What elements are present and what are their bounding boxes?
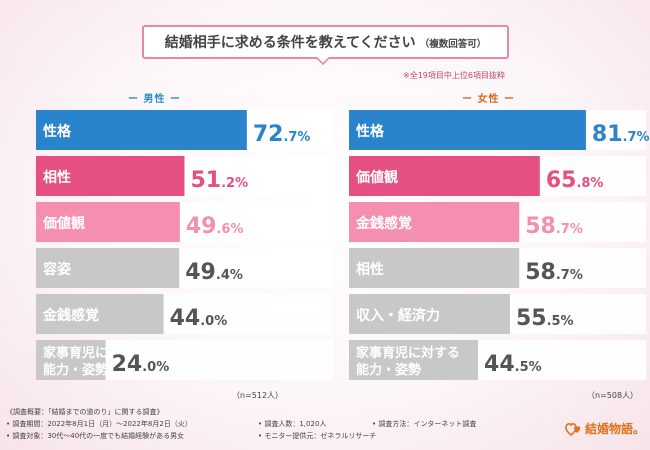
bar-value-label: 81.7% [592, 122, 650, 147]
female-count: （n=508人） [587, 391, 639, 400]
footer-count: • 調査人数：1,020人 [258, 420, 327, 428]
bar-category-label: 家事育児に対する能力・姿勢 [356, 345, 460, 378]
bar-category-label: 性格 [356, 123, 385, 140]
bar-value-label: 65.8% [546, 168, 604, 193]
title-pointer-icon [316, 57, 330, 65]
bar-category-label: 価値観 [355, 169, 398, 186]
bar [36, 202, 180, 242]
bar [349, 202, 520, 242]
bar [36, 294, 164, 334]
bar-value-label: 58.7% [525, 214, 583, 239]
bar-value-label: 72.7% [253, 122, 311, 147]
bar-category-label: 容姿 [42, 261, 72, 278]
logo-text: 結婚物語。 [585, 422, 646, 436]
title-box: 結婚相手に求める条件を教えてください （複数回答可） [142, 25, 509, 59]
footer-method: • 調査方法：インターネット調査 [372, 420, 477, 428]
bar-value-label: 55.5% [516, 306, 574, 331]
bar [36, 340, 106, 380]
bar-category-label: 金銭感覚 [355, 215, 412, 232]
bar-category-label: 相性 [356, 261, 384, 278]
bar [36, 248, 180, 288]
male-count: （n=512人） [232, 391, 284, 400]
bar-value-label: 51.2% [190, 168, 248, 193]
bar [36, 156, 185, 196]
bar [349, 294, 510, 334]
footer-subject: • 調査対象：30代〜40代の一度でも結婚経験がある男女 [6, 432, 185, 440]
footer-heading: 《調査概要：「結婚までの道のり」に関する調査》 [6, 408, 164, 416]
bar-category-label: 収入・経済力 [356, 307, 440, 324]
male-group-label: ー 男性 ー [128, 94, 181, 105]
logo: 結婚物語。 [565, 420, 645, 437]
footer-period: • 調査期間：2022年8月1日（月）〜2022年8月2日（火） [6, 420, 192, 428]
bar-value-label: 58.7% [525, 260, 583, 285]
bar-category-label: 家事育児に対する能力・姿勢 [43, 345, 147, 378]
bar-category-label: 性格 [43, 123, 72, 140]
bar [349, 248, 520, 288]
bar-value-label: 24.0% [112, 352, 170, 377]
footer-provider: • モニター提供元：ゼネラルリサーチ [258, 432, 377, 440]
bar-category-label: 相性 [43, 169, 71, 186]
bar [349, 340, 479, 380]
chart-subtitle: （複数回答可） [419, 39, 487, 50]
chart-title: 結婚相手に求める条件を教えてください [164, 35, 416, 51]
bar [36, 110, 247, 150]
bar [349, 110, 586, 150]
note: ※全19項目中上位6項目抜粋 [403, 71, 505, 80]
bar-category-label: 価値観 [42, 215, 85, 232]
bar-category-label: 金銭感覚 [42, 307, 99, 324]
bar-value-label: 44.0% [170, 306, 228, 331]
double-heart-icon [565, 422, 581, 436]
bar [349, 156, 540, 196]
bar-value-label: 49.6% [186, 214, 244, 239]
bar-value-label: 44.5% [484, 352, 542, 377]
bar-value-label: 49.4% [185, 260, 243, 285]
female-group-label: ー 女性 ー [462, 94, 515, 105]
